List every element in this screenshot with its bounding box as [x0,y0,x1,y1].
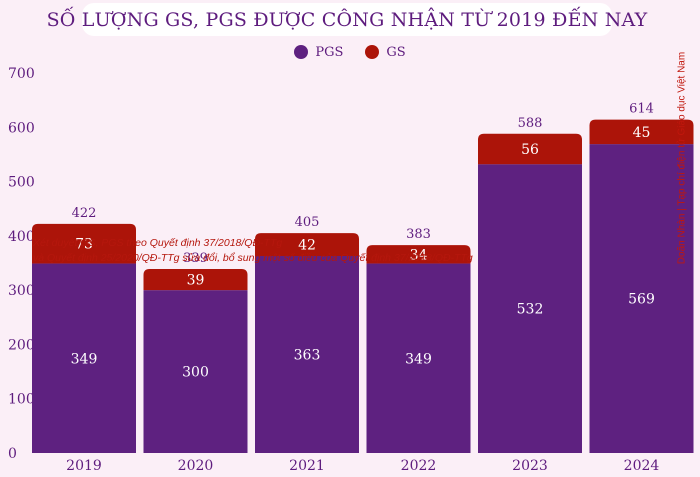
legend-label-pgs: PGS [315,44,344,60]
y-tick-label: 400 [8,229,35,245]
annotation-line-1: Xét duyệt GS, PGS theo Quyết định 37/201… [33,237,283,249]
y-tick-label: 600 [8,120,35,136]
y-tick-label: 0 [8,446,17,462]
legend-item-pgs: PGS [294,45,343,60]
x-tick-label: 2019 [66,458,102,474]
y-tick-label: 300 [8,283,35,299]
data-label-total: 383 [406,227,431,242]
legend-swatch-gs [365,45,380,59]
chart-annotation: Xét duyệt GS, PGS theo Quyết định 37/201… [33,236,473,266]
annotation-line-2: và Quyết định 25/2020/QĐ-TTg sửa đổi, bổ… [33,252,473,264]
data-label-gs: 45 [633,125,651,141]
data-label-pgs: 363 [294,347,321,363]
x-tick-label: 2024 [624,458,660,474]
data-label-gs: 42 [298,238,316,254]
bar-gs [255,233,359,256]
legend-label-gs: GS [386,44,406,60]
data-label-gs: 73 [75,237,93,253]
bar-pgs [589,144,694,453]
bar-pgs [366,263,471,453]
y-tick-label: 100 [8,392,35,408]
x-tick-label: 2020 [178,458,214,474]
legend-item-gs: GS [365,44,406,60]
data-label-pgs: 569 [628,292,655,308]
y-tick-label: 500 [8,175,35,191]
data-label-pgs: 300 [182,365,209,381]
chart-title: SỐ LƯỢNG GS, PGS ĐƯỢC CÔNG NHẬN TỪ 2019 … [46,8,648,31]
x-tick-label: 2021 [289,458,325,474]
y-tick-label: 700 [8,66,35,82]
data-label-total: 614 [629,102,654,117]
data-label-total: 588 [518,116,543,131]
bar-gs [366,245,471,264]
legend: PGS GS [0,42,700,62]
x-tick-label: 2023 [512,458,548,474]
data-label-gs: 56 [521,142,539,158]
x-tick-label: 2022 [401,458,437,474]
title-box: SỐ LƯỢNG GS, PGS ĐƯỢC CÔNG NHẬN TỪ 2019 … [47,3,647,36]
data-label-total: 422 [72,206,97,221]
source-credit: Doãn Nhàn | Tạp chí điện tử Giáo dục Việ… [676,51,688,265]
bar-pgs [143,290,248,453]
bar-pgs [478,164,582,453]
bar-pgs [32,263,136,453]
legend-swatch-pgs [294,45,309,59]
data-label-total: 339 [183,251,208,266]
data-label-pgs: 349 [71,351,98,367]
bar-pgs [255,255,359,453]
bar-gs [478,133,582,165]
data-label-pgs: 349 [405,351,432,367]
y-tick-label: 200 [8,337,35,353]
bar-gs [143,268,248,291]
data-label-gs: 34 [410,247,428,263]
data-label-gs: 39 [187,273,205,289]
data-label-total: 405 [295,215,320,230]
data-label-pgs: 532 [517,302,544,318]
bar-gs [32,223,136,264]
bar-gs [589,119,694,145]
